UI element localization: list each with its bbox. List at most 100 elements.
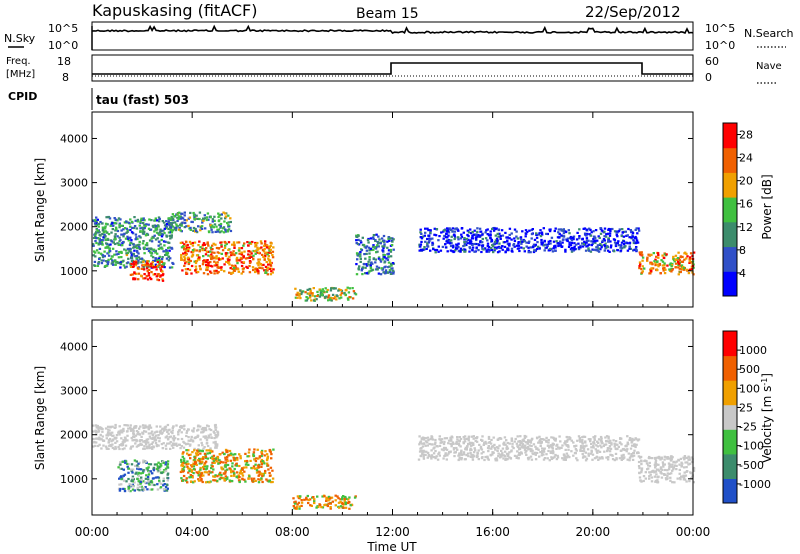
scatter-cell (591, 242, 594, 245)
scatter-cell (207, 449, 211, 452)
scatter-cell (119, 218, 122, 221)
scatter-cell (584, 243, 587, 247)
scatter-cell (386, 240, 389, 243)
scatter-cell (553, 438, 557, 442)
scatter-cell (191, 244, 195, 247)
scatter-cell (546, 244, 549, 248)
scatter-cell (445, 236, 448, 239)
scatter-cell (226, 229, 229, 232)
scatter-cell (222, 472, 226, 475)
scatter-cell (469, 449, 472, 452)
scatter-cell (294, 500, 297, 503)
scatter-cell (127, 477, 130, 481)
scatter-cell (161, 428, 164, 431)
scatter-cell (642, 475, 646, 478)
scatter-cell (355, 235, 358, 238)
scatter-cell (688, 258, 691, 261)
scatter-cell (470, 237, 474, 240)
scatter-cell (466, 229, 469, 232)
scatter-cell (113, 253, 116, 256)
scatter-cell (576, 459, 579, 462)
scatter-cell (505, 439, 508, 442)
scatter-cell (119, 262, 123, 265)
scatter-cell (258, 258, 261, 261)
scatter-cell (253, 250, 256, 253)
scatter-cell (226, 459, 229, 463)
scatter-cell (226, 477, 229, 480)
scatter-cell (662, 269, 665, 272)
colorbar-tick-label: 12 (739, 221, 753, 234)
scatter-cell (139, 468, 143, 471)
time-tick-label: 00:00 (676, 525, 711, 539)
scatter-cell (241, 474, 245, 477)
scatter-cell (231, 465, 234, 468)
scatter-cell (382, 247, 385, 250)
scatter-cell (92, 437, 95, 441)
scatter-cell (359, 253, 362, 256)
scatter-cell (225, 242, 228, 246)
scatter-cell (595, 246, 598, 249)
scatter-cell (166, 487, 169, 490)
scatter-cell (241, 467, 244, 470)
scatter-cell (678, 259, 681, 262)
scatter-cell (185, 479, 188, 482)
scatter-cell (315, 298, 318, 301)
scatter-cell (123, 473, 127, 476)
scatter-cell (192, 467, 196, 471)
scatter-cell (328, 498, 331, 501)
scatter-cell (104, 230, 108, 233)
scatter-cell (552, 443, 555, 446)
scatter-cell (308, 287, 311, 291)
scatter-cell (625, 234, 628, 237)
scatter-cell (116, 235, 119, 238)
scatter-cell (471, 458, 475, 461)
scatter-cell (297, 496, 301, 499)
scatter-cell (568, 232, 571, 235)
scatter-cell (539, 444, 542, 448)
scatter-cell (313, 501, 316, 505)
scatter-cell (476, 227, 479, 230)
scatter-cell (161, 256, 164, 259)
scatter-cell (101, 229, 105, 232)
scatter-cell (325, 498, 328, 501)
scatter-cell (633, 240, 636, 243)
scatter-cell (621, 457, 624, 460)
scatter-cell (202, 467, 206, 471)
scatter-cell (269, 264, 273, 267)
scatter-cell (659, 470, 662, 473)
scatter-cell (505, 458, 508, 461)
scatter-cell (616, 235, 619, 238)
scatter-cell (546, 457, 549, 460)
scatter-cell (590, 442, 593, 446)
scatter-cell (564, 455, 568, 458)
scatter-cell (201, 249, 204, 252)
scatter-cell (232, 470, 235, 473)
scatter-cell (312, 287, 315, 290)
scatter-cell (327, 299, 330, 302)
scatter-cell (199, 457, 203, 461)
scatter-cell (669, 455, 673, 458)
scatter-cell (682, 476, 686, 479)
scatter-cell (173, 215, 176, 218)
scatter-cell (100, 240, 104, 243)
scatter-cell (536, 447, 539, 450)
scatter-cell (577, 435, 581, 438)
scatter-cell (438, 435, 441, 438)
scatter-cell (683, 252, 686, 255)
scatter-cell (631, 234, 634, 237)
scatter-cell (219, 471, 222, 474)
scatter-cell (521, 240, 524, 243)
scatter-cell (627, 452, 630, 455)
scatter-cell (487, 458, 490, 461)
scatter-cell (473, 447, 476, 450)
scatter-cell (184, 268, 188, 271)
scatter-cell (336, 495, 339, 498)
scatter-cell (153, 431, 157, 434)
scatter-cell (673, 260, 676, 263)
scatter-cell (121, 443, 125, 447)
scatter-cell (123, 424, 126, 427)
scatter-cell (210, 436, 213, 439)
scatter-cell (383, 261, 386, 264)
scatter-cell (376, 244, 379, 247)
scatter-cell (662, 463, 665, 466)
